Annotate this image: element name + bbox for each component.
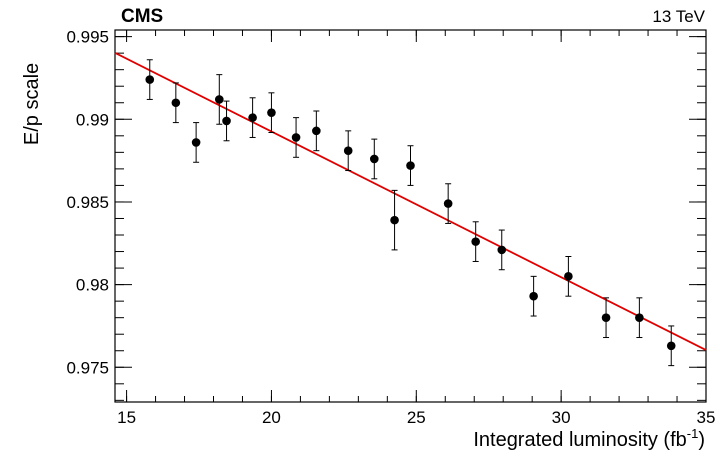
y-axis-ticks bbox=[115, 36, 706, 401]
data-point bbox=[471, 221, 480, 262]
data-marker bbox=[267, 108, 276, 117]
data-point bbox=[635, 297, 644, 339]
data-point bbox=[529, 275, 538, 317]
data-point bbox=[248, 97, 257, 138]
fit-line-layer bbox=[114, 52, 707, 351]
data-point bbox=[291, 117, 301, 158]
x-tick-label: 35 bbox=[697, 408, 716, 427]
experiment-label: CMS bbox=[121, 6, 163, 27]
y-tick-label: 0.985 bbox=[66, 193, 109, 212]
data-marker bbox=[635, 313, 644, 322]
data-marker bbox=[564, 272, 573, 281]
y-tick-label: 0.98 bbox=[76, 276, 109, 295]
data-marker bbox=[343, 146, 353, 155]
x-axis-title-superscript: -1 bbox=[687, 426, 699, 441]
data-point bbox=[497, 229, 507, 271]
data-marker bbox=[312, 126, 321, 136]
data-point bbox=[145, 59, 155, 100]
data-marker bbox=[214, 95, 224, 104]
data-point bbox=[406, 145, 415, 186]
data-point bbox=[171, 82, 181, 124]
x-axis-title-close: ) bbox=[698, 429, 705, 451]
data-point bbox=[666, 325, 676, 367]
data-marker bbox=[145, 75, 155, 84]
y-axis-tick-labels: 0.975 0.98 0.985 0.99 0.995 bbox=[66, 28, 109, 378]
data-point bbox=[222, 100, 231, 142]
data-marker bbox=[471, 237, 480, 246]
x-tick-label: 25 bbox=[407, 408, 426, 427]
y-tick-label: 0.99 bbox=[76, 110, 109, 129]
data-marker bbox=[601, 313, 611, 322]
data-point bbox=[214, 74, 224, 125]
data-marker bbox=[443, 199, 453, 208]
data-marker bbox=[191, 138, 201, 147]
data-marker bbox=[291, 133, 301, 142]
data-points-layer bbox=[145, 59, 676, 367]
x-tick-label: 15 bbox=[117, 408, 136, 427]
y-tick-label: 0.975 bbox=[66, 358, 109, 377]
data-marker bbox=[222, 116, 231, 126]
data-point bbox=[191, 122, 201, 163]
data-marker bbox=[248, 113, 257, 122]
data-point bbox=[601, 297, 611, 339]
data-marker bbox=[369, 154, 379, 164]
x-axis-title: Integrated luminosity (fb-1) bbox=[473, 426, 705, 451]
data-point bbox=[443, 183, 453, 224]
x-axis-ticks bbox=[126, 30, 707, 402]
data-point bbox=[312, 110, 321, 152]
data-point bbox=[343, 130, 353, 172]
energy-label: 13 TeV bbox=[652, 7, 705, 26]
x-axis-title-main: Integrated luminosity (fb bbox=[473, 429, 686, 451]
x-tick-label: 20 bbox=[262, 408, 281, 427]
data-marker bbox=[497, 245, 507, 255]
data-marker bbox=[171, 98, 181, 108]
data-point bbox=[390, 189, 399, 251]
data-point bbox=[369, 138, 379, 180]
plot-frame bbox=[114, 29, 707, 403]
x-axis-tick-labels: 15 20 25 30 35 bbox=[117, 408, 715, 427]
y-tick-label: 0.995 bbox=[66, 28, 109, 47]
data-point bbox=[267, 92, 276, 134]
data-point bbox=[564, 256, 573, 297]
data-marker bbox=[406, 161, 415, 170]
y-axis-title: E/p scale bbox=[21, 63, 43, 145]
data-marker bbox=[666, 341, 676, 351]
fit-line bbox=[114, 52, 707, 351]
data-marker bbox=[390, 215, 399, 225]
x-tick-label: 30 bbox=[552, 408, 571, 427]
data-marker bbox=[529, 291, 538, 301]
